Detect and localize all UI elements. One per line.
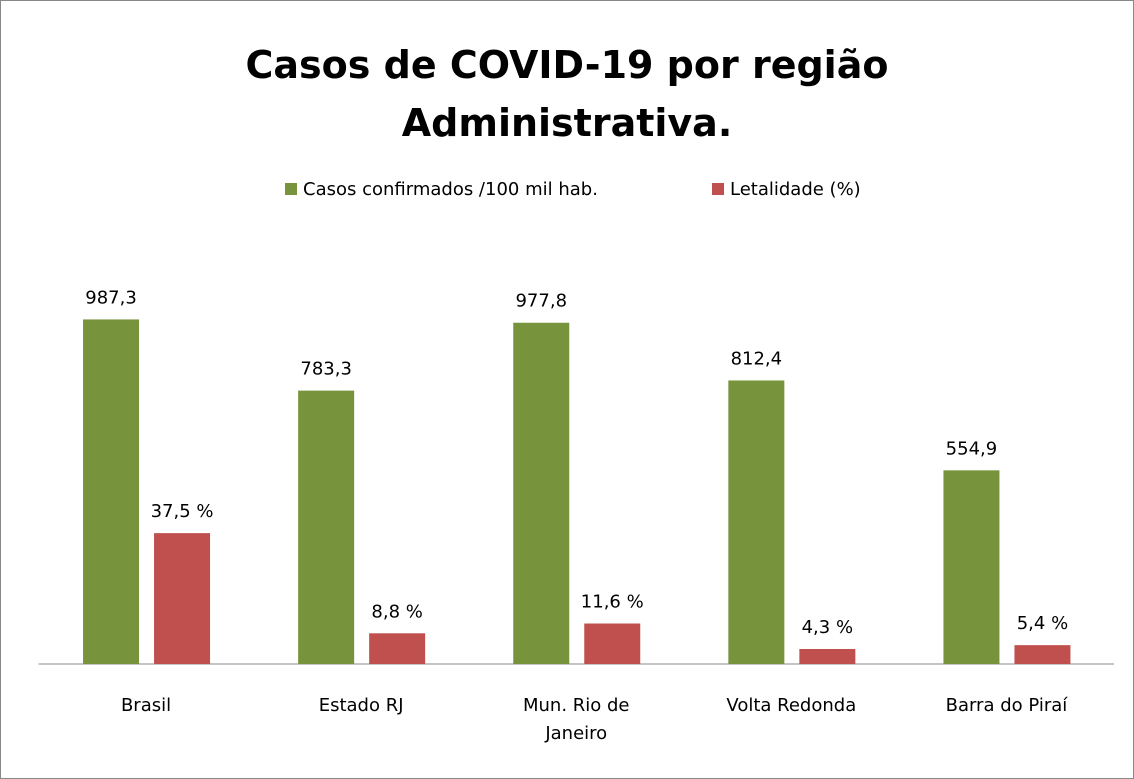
x-tick-label: Barra do Piraí [945,695,1068,716]
bar [369,633,426,664]
x-tick-label: Volta Redonda [726,695,857,716]
legend-swatch [285,183,297,195]
bar [154,533,211,664]
data-label: 5,4 % [1017,613,1068,634]
bar [83,319,140,664]
chart-title: Casos de COVID-19 por região Administrat… [245,43,889,145]
bar [513,322,570,664]
legend-label: Casos confirmados /100 mil hab. [303,179,598,200]
x-tick-label: Brasil [120,695,172,716]
bar [799,648,856,664]
data-label: 11,6 % [581,592,644,613]
bar [298,390,355,664]
data-label: 554,9 [946,438,998,459]
data-label: 4,3 % [802,617,853,638]
legend-swatch [712,183,724,195]
data-label: 37,5 % [151,501,214,522]
data-label: 977,8 [515,291,567,312]
data-label: 783,3 [300,359,352,380]
x-tick-label: Estado RJ [318,695,404,716]
data-label: 812,4 [731,348,783,369]
bar [728,380,785,664]
bar [1014,645,1071,664]
bar [943,470,1000,664]
legend-label: Letalidade (%) [730,179,861,200]
data-label: 8,8 % [371,601,422,622]
bar [584,623,641,664]
x-tick-label: Mun. Rio de Janeiro [522,695,630,744]
data-label: 987,3 [85,287,137,308]
